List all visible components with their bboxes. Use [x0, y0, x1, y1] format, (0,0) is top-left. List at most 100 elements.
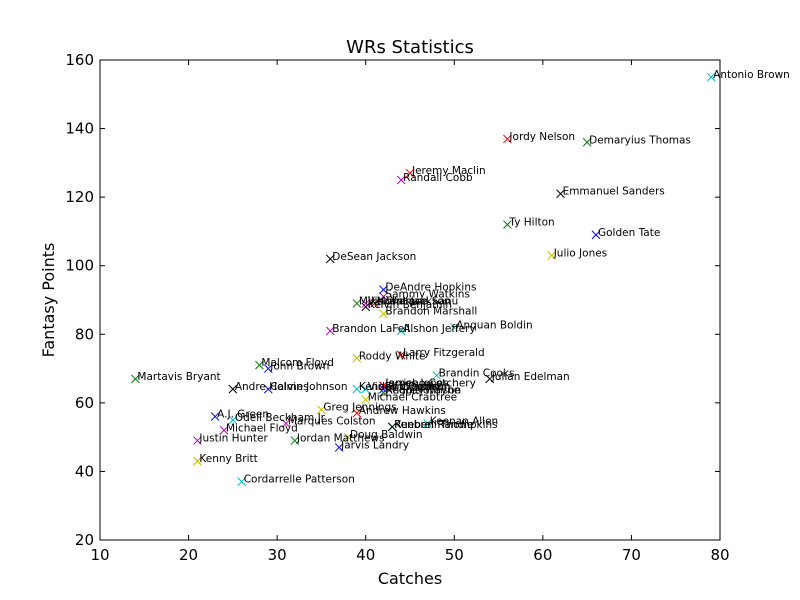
point-label: A.J. Green — [217, 409, 269, 421]
y-axis-label: Fantasy Points — [39, 243, 58, 358]
x-tick-label: 80 — [710, 546, 729, 564]
data-point — [228, 384, 238, 394]
point-marker-stroke — [396, 350, 406, 360]
point-marker-stroke — [379, 381, 388, 391]
data-point — [237, 477, 247, 487]
data-point — [361, 384, 371, 394]
point-label: Mohamed Sanu — [377, 295, 459, 307]
data-point — [556, 189, 565, 199]
point-label: DeSean Jackson — [332, 251, 416, 263]
data-point — [290, 436, 300, 445]
data-point — [325, 326, 335, 336]
point-marker-stroke — [131, 374, 140, 384]
point-marker-stroke — [379, 292, 388, 301]
point-marker-stroke — [325, 254, 335, 264]
point-marker-stroke — [263, 384, 273, 394]
x-tick-label: 50 — [445, 546, 464, 564]
point-marker-stroke — [379, 285, 388, 295]
data-point — [352, 384, 362, 394]
point-marker-stroke — [370, 299, 379, 308]
point-marker-stroke — [361, 299, 371, 308]
y-tick-label: 120 — [65, 188, 94, 206]
point-marker-stroke — [387, 422, 397, 432]
point-label: Andre Johnson — [385, 385, 461, 397]
point-label: Michael Crabtree — [368, 391, 457, 403]
data-point — [582, 137, 592, 147]
point-label: Jerricho Cotchery — [384, 378, 475, 390]
data-point — [396, 175, 406, 185]
data-point — [379, 381, 388, 391]
data-point — [423, 419, 433, 428]
point-label: John Brown — [269, 361, 329, 373]
point-marker-stroke — [352, 299, 362, 308]
point-label: Cordarrelle Patterson — [244, 474, 355, 486]
point-label: Reggie Wayne — [385, 385, 460, 397]
data-point — [379, 384, 388, 394]
point-label: Kenny Britt — [199, 453, 257, 465]
data-point — [281, 419, 291, 428]
point-label: Andrew Hawkins — [359, 405, 446, 417]
y-tick-label: 160 — [65, 51, 94, 69]
point-label: Eric Decker — [385, 381, 445, 393]
data-point — [193, 456, 202, 466]
data-point — [361, 299, 371, 308]
point-label: Keenan Allen — [430, 415, 499, 427]
data-point — [219, 425, 229, 435]
point-labels: Antonio Brown Jordy Nelson Demaryius Thoma… — [137, 69, 789, 486]
point-label: Randall Cobb — [403, 172, 473, 184]
point-label: Larry Fitzgerald — [403, 347, 485, 359]
point-label: Malcom Floyd — [261, 357, 333, 369]
data-point — [361, 395, 371, 404]
point-marker-stroke — [193, 456, 202, 466]
data-point — [387, 422, 397, 432]
point-label: Marques Colston — [288, 415, 376, 427]
data-point — [334, 443, 344, 452]
point-marker-stroke — [396, 175, 406, 185]
point-marker-stroke — [255, 360, 264, 370]
x-tick-label: 40 — [356, 546, 375, 564]
point-marker-stroke — [449, 323, 459, 332]
data-point — [396, 326, 406, 336]
data-point — [317, 405, 326, 415]
point-label: Demaryius Thomas — [589, 134, 691, 146]
data-point — [503, 134, 512, 144]
point-marker-stroke — [503, 220, 512, 229]
data-point — [193, 436, 202, 445]
data-point — [352, 408, 362, 418]
point-label: Kelvin Benjamin — [368, 299, 452, 311]
data-point — [379, 292, 388, 301]
point-label: Brandin Cooks — [439, 367, 515, 379]
data-point — [352, 353, 362, 363]
point-label: Sammy Watkins — [385, 289, 470, 301]
data-point — [210, 412, 220, 421]
point-marker-stroke — [379, 388, 388, 397]
data-point — [449, 323, 459, 332]
point-label: Emmanuel Sanders — [563, 186, 665, 198]
x-tick-label: 20 — [179, 546, 198, 564]
point-marker-stroke — [352, 408, 362, 418]
point-label: Odell Beckham Jr — [235, 412, 326, 424]
point-marker-stroke — [281, 419, 291, 428]
data-point — [405, 168, 415, 178]
point-marker-stroke — [582, 137, 592, 147]
point-marker-stroke — [591, 230, 601, 240]
point-marker-stroke — [485, 374, 495, 384]
data-point — [352, 299, 362, 308]
point-marker-stroke — [210, 412, 220, 421]
point-marker-stroke — [361, 384, 371, 394]
y-tick-label: 140 — [65, 120, 94, 138]
point-label: Justin Hunter — [198, 433, 268, 445]
point-label: Vincent Jackson — [368, 381, 451, 393]
point-marker-stroke — [334, 443, 344, 452]
data-point — [361, 302, 371, 312]
point-label: Jordan Matthews — [296, 433, 385, 445]
point-marker-stroke — [432, 371, 441, 380]
x-axis-label: Catches — [378, 569, 442, 588]
y-tick-label: 80 — [75, 325, 94, 343]
data-point — [503, 220, 512, 229]
chart-title: WRs Statistics — [346, 37, 474, 58]
point-marker-stroke — [228, 384, 238, 394]
point-label: Anquan Boldin — [456, 319, 532, 331]
